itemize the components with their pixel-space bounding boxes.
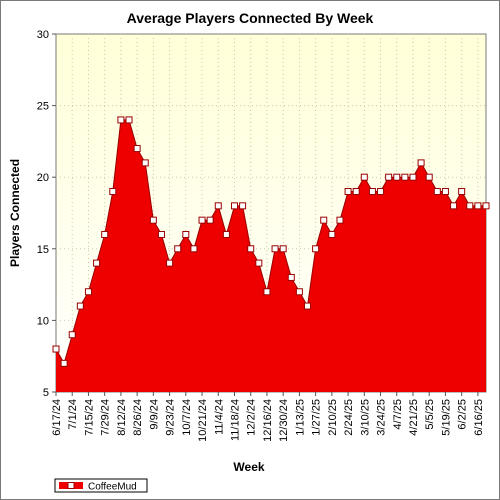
x-tick-label: 12/30/24: [278, 399, 290, 442]
data-point: [255, 259, 263, 267]
data-point: [482, 202, 490, 210]
data-point: [360, 173, 368, 181]
y-axis-ticks: 5 10 15 20 25 30: [37, 29, 56, 399]
y-tick-label: 25: [37, 101, 49, 113]
data-point: [409, 173, 417, 181]
legend: CoffeeMud: [54, 478, 148, 493]
x-tick-label: 7/15/24: [83, 399, 95, 436]
y-tick-label: 10: [37, 315, 49, 327]
y-tick-label: 15: [37, 244, 49, 256]
data-point: [76, 302, 84, 310]
x-tick-label: 2/10/25: [327, 399, 339, 436]
data-point: [109, 188, 117, 196]
x-tick-label: 6/16/25: [473, 399, 485, 436]
y-axis-label: Players Connected: [8, 159, 22, 267]
x-tick-label: 8/12/24: [116, 399, 128, 436]
data-point: [336, 216, 344, 224]
data-point: [425, 173, 433, 181]
data-point: [474, 202, 482, 210]
x-tick-label: 5/19/25: [440, 399, 452, 436]
data-point: [271, 245, 279, 253]
x-tick-label: 3/10/25: [359, 399, 371, 436]
data-point: [393, 173, 401, 181]
x-tick-label: 9/9/24: [148, 399, 160, 430]
data-point: [117, 116, 125, 124]
x-tick-label: 5/5/25: [424, 399, 436, 430]
data-point: [352, 188, 360, 196]
data-point: [328, 230, 336, 238]
data-point: [214, 202, 222, 210]
series-markers: [52, 116, 490, 367]
data-point: [433, 188, 441, 196]
data-point: [222, 230, 230, 238]
data-point: [417, 159, 425, 167]
data-point: [385, 173, 393, 181]
data-point: [93, 259, 101, 267]
data-point: [450, 202, 458, 210]
x-tick-label: 11/18/24: [229, 399, 241, 441]
x-tick-label: 4/7/25: [392, 399, 404, 430]
data-point: [295, 288, 303, 296]
y-tick-label: 30: [37, 29, 49, 41]
x-tick-label: 10/21/24: [197, 399, 209, 442]
data-point: [377, 188, 385, 196]
data-point: [141, 159, 149, 167]
data-point: [239, 202, 247, 210]
data-point: [344, 188, 352, 196]
legend-label: CoffeeMud: [88, 482, 137, 493]
data-point: [368, 188, 376, 196]
data-point: [230, 202, 238, 210]
x-tick-label: 9/23/24: [165, 399, 177, 436]
x-tick-label: 12/16/24: [262, 399, 274, 442]
data-point: [312, 245, 320, 253]
data-point: [174, 245, 182, 253]
data-point: [263, 288, 271, 296]
x-tick-label: 6/17/24: [51, 399, 63, 436]
x-axis-label: Week: [233, 460, 264, 474]
y-tick-label: 20: [37, 172, 49, 184]
data-point: [206, 216, 214, 224]
data-point: [166, 259, 174, 267]
x-tick-label: 10/7/24: [181, 399, 193, 436]
data-point: [190, 245, 198, 253]
x-tick-label: 3/24/25: [376, 399, 388, 436]
x-tick-label: 7/29/24: [100, 399, 112, 436]
data-point: [304, 302, 312, 310]
data-point: [101, 230, 109, 238]
x-tick-label: 12/2/24: [246, 399, 258, 436]
data-point: [125, 116, 133, 124]
chart-title: Average Players Connected By Week: [127, 10, 374, 26]
data-point: [287, 273, 295, 281]
data-point: [458, 188, 466, 196]
x-tick-label: 8/26/24: [132, 399, 144, 436]
data-point: [149, 216, 157, 224]
data-point: [84, 288, 92, 296]
y-tick-label: 5: [43, 387, 49, 399]
data-point: [133, 145, 141, 153]
data-point: [60, 359, 68, 367]
data-point: [441, 188, 449, 196]
x-tick-label: 11/4/24: [213, 399, 225, 435]
series-area-fill: [56, 119, 486, 393]
x-tick-label: 7/1/24: [67, 399, 79, 430]
data-point: [279, 245, 287, 253]
data-point: [68, 331, 76, 339]
x-tick-label: 6/2/25: [457, 399, 469, 430]
data-point: [401, 173, 409, 181]
data-point: [182, 230, 190, 238]
data-point: [466, 202, 474, 210]
x-tick-label: 1/13/25: [294, 399, 306, 436]
x-tick-label: 4/21/25: [408, 399, 420, 436]
x-axis-ticks: 6/17/24 7/1/24 7/15/24 7/29/24 8/12/24 8/26/2…: [51, 392, 485, 442]
data-point: [320, 216, 328, 224]
data-point: [157, 230, 165, 238]
data-point: [247, 245, 255, 253]
data-point: [198, 216, 206, 224]
x-tick-label: 1/27/25: [311, 399, 323, 436]
legend-marker: [67, 482, 75, 489]
data-point: [52, 345, 60, 353]
x-tick-label: 2/24/25: [343, 399, 355, 436]
